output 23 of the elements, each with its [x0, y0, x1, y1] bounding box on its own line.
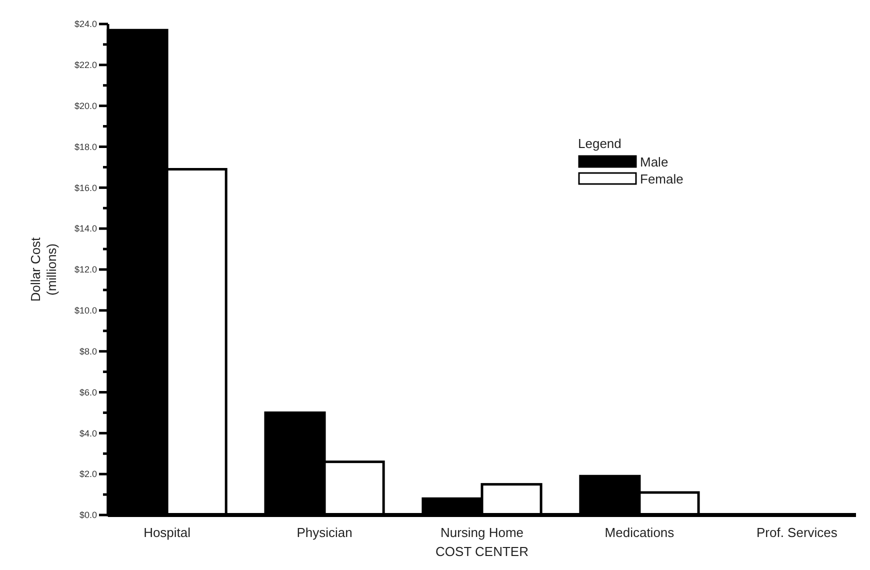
y-tick-label: $22.0 [74, 60, 97, 70]
legend-label: Male [640, 154, 668, 170]
y-tick-label: $24.0 [74, 19, 97, 30]
y-tick-label: $12.0 [74, 264, 97, 275]
x-tick-label: Prof. Services [756, 525, 838, 540]
x-tick-label: Physician [296, 525, 352, 540]
x-tick-label: Nursing Home [440, 525, 524, 540]
y-tick-label: $20.0 [74, 100, 97, 111]
x-tick-label: Hospital [144, 525, 191, 540]
y-tick-label: $2.0 [79, 469, 97, 480]
y-tick-label: $14.0 [74, 224, 97, 234]
x-axis-title: COST CENTER [436, 544, 528, 559]
y-tick-label: $4.0 [79, 428, 97, 438]
y-tick-label: $10.0 [74, 306, 97, 316]
y-tick-label: $0.0 [79, 510, 97, 520]
legend-label: Female [640, 172, 684, 187]
y-tick-label: $8.0 [79, 346, 97, 356]
y-tick-label: $18.0 [74, 142, 97, 152]
y-tick-label: $16.0 [74, 182, 97, 193]
x-tick-label: Medications [604, 525, 675, 540]
y-tick-label: $6.0 [79, 387, 97, 398]
y-axis-title: Dollar Cost (millions) [28, 236, 59, 302]
legend-title: Legend [578, 136, 622, 151]
